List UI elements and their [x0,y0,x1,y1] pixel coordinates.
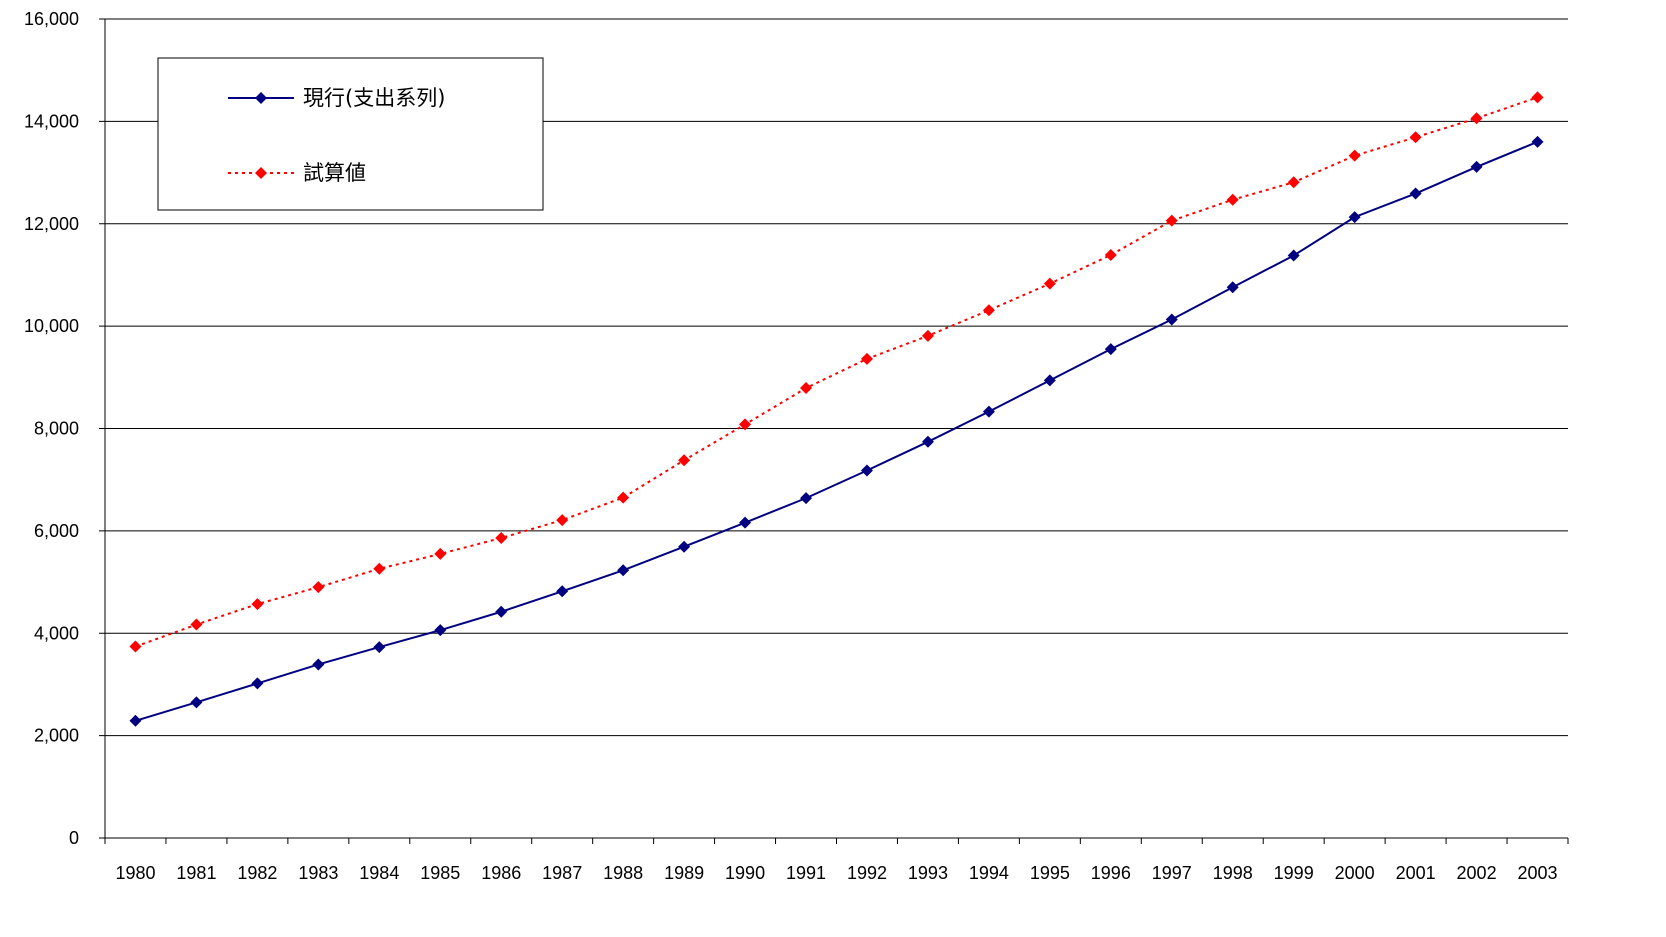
data-point-1 [860,352,873,365]
x-tick-label: 1990 [725,863,765,883]
data-point-1 [617,491,630,504]
x-tick-label: 1984 [359,863,399,883]
data-point-0 [1470,160,1483,173]
data-point-0 [495,605,508,618]
x-tick-label: 1982 [237,863,277,883]
data-point-0 [1287,249,1300,262]
y-tick-label: 8,000 [34,419,79,439]
x-tick-label: 1981 [176,863,216,883]
data-point-0 [1348,211,1361,224]
x-tick-label: 1987 [542,863,582,883]
data-point-1 [1287,176,1300,189]
legend-marker-estimate [255,167,267,179]
data-point-0 [1226,281,1239,294]
legend-label-estimate: 試算値 [303,161,366,185]
x-tick-label: 1994 [969,863,1009,883]
data-point-0 [678,540,691,553]
legend-box [157,57,544,211]
data-point-1 [1409,131,1422,144]
data-point-1 [312,581,325,594]
series-layer [129,91,1544,727]
data-point-0 [982,405,995,418]
data-point-1 [1531,91,1544,104]
data-point-0 [617,564,630,577]
x-tick-label: 1998 [1213,863,1253,883]
data-point-0 [556,585,569,598]
y-tick-label: 4,000 [34,623,79,643]
x-tick-label: 2003 [1517,863,1557,883]
data-point-0 [921,435,934,448]
data-point-1 [1348,149,1361,162]
data-point-0 [1043,374,1056,387]
series-line-1 [135,96,1538,648]
data-point-1 [373,562,386,575]
x-tick-label: 1989 [664,863,704,883]
data-point-0 [739,516,752,529]
x-tick-label: 1983 [298,863,338,883]
x-tick-label: 2001 [1396,863,1436,883]
data-point-0 [312,658,325,671]
data-point-1 [1470,112,1483,125]
data-point-1 [1104,248,1117,261]
x-tick-label: 1992 [847,863,887,883]
data-point-0 [373,641,386,654]
x-tick-label: 1999 [1274,863,1314,883]
y-tick-label: 6,000 [34,521,79,541]
data-point-0 [800,492,813,505]
data-point-1 [434,547,447,560]
series-line-0 [135,140,1538,722]
y-tick-label: 0 [69,828,79,848]
x-tick-label: 1986 [481,863,521,883]
data-point-1 [1165,214,1178,227]
data-point-1 [1226,193,1239,206]
x-tick-label: 1985 [420,863,460,883]
x-tick-label: 1996 [1091,863,1131,883]
data-point-0 [1165,313,1178,326]
y-tick-label: 10,000 [24,316,79,336]
data-point-0 [129,714,142,727]
y-tick-label: 2,000 [34,726,79,746]
data-point-0 [190,696,203,709]
y-tick-label: 16,000 [24,9,79,29]
x-tick-label: 1993 [908,863,948,883]
x-tick-label: 1997 [1152,863,1192,883]
data-point-1 [129,640,142,653]
x-tick-label: 1995 [1030,863,1070,883]
data-point-0 [434,624,447,637]
legend-marker-current [255,92,267,104]
x-tick-label: 2002 [1457,863,1497,883]
data-point-1 [556,514,569,527]
data-point-1 [800,382,813,395]
data-point-1 [739,418,752,431]
data-point-1 [1043,277,1056,290]
data-point-0 [1104,343,1117,356]
data-point-1 [190,618,203,631]
data-point-0 [1531,135,1544,148]
data-point-0 [860,464,873,477]
axes: 0 2,000 4,000 6,000 8,000 10,000 12,000 14,000 1… [24,9,1569,883]
data-point-0 [1409,187,1422,200]
data-point-1 [495,532,508,545]
legend: 現行(支出系列) 試算値 [157,57,544,211]
x-tick-label: 2000 [1335,863,1375,883]
x-tick-label: 1988 [603,863,643,883]
data-point-0 [251,677,264,690]
data-point-1 [982,304,995,317]
data-point-1 [921,329,934,342]
x-tick-label: 1991 [786,863,826,883]
legend-label-current: 現行(支出系列) [303,86,445,110]
x-tick-label: 1980 [115,863,155,883]
data-point-1 [251,598,264,611]
y-tick-label: 12,000 [24,214,79,234]
data-point-1 [678,454,691,467]
y-tick-label: 14,000 [24,111,79,131]
